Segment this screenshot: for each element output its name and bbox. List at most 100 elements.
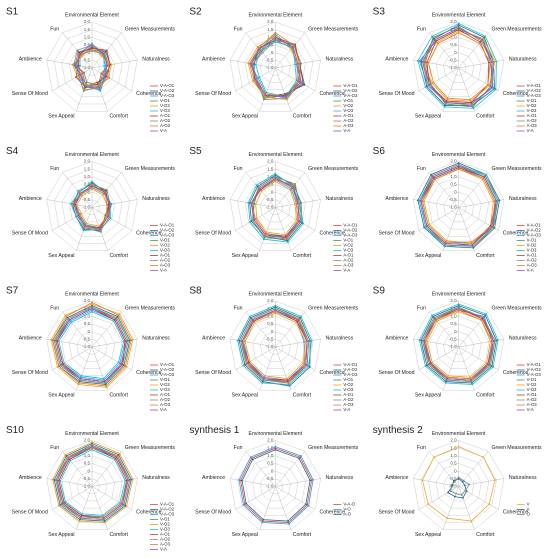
legend-label: A-O1 — [160, 392, 171, 397]
legend-label: V-A-O1 — [343, 83, 358, 88]
point — [302, 83, 305, 85]
point — [257, 186, 260, 189]
spoke — [91, 199, 138, 208]
legend-label: A-O2 — [160, 397, 171, 402]
point — [457, 24, 460, 26]
point — [444, 104, 446, 107]
chart-title: S1 — [6, 7, 19, 18]
point — [261, 380, 264, 383]
axis-label: Environmental Element — [65, 431, 119, 437]
point — [470, 241, 473, 243]
point — [77, 382, 80, 384]
point — [309, 339, 311, 342]
axis-label: Naturalness — [509, 57, 537, 63]
point — [300, 202, 302, 204]
point — [489, 61, 492, 64]
point — [274, 180, 277, 183]
axis-label: Coherence — [136, 230, 161, 236]
axis-label: Naturalness — [326, 336, 354, 342]
point — [285, 377, 288, 380]
point — [241, 340, 244, 343]
axis-label: Sex Appeal — [48, 113, 74, 119]
axis-label: Fun — [417, 26, 426, 32]
series-line — [55, 308, 128, 383]
point — [285, 98, 288, 101]
point — [457, 28, 460, 31]
point — [446, 97, 449, 100]
r-tick-label: 1.0 — [84, 453, 91, 458]
r-tick-label: 0 — [454, 468, 457, 473]
point — [488, 363, 491, 366]
point — [288, 385, 291, 387]
point — [295, 218, 298, 221]
series-line — [421, 30, 496, 102]
series-line — [238, 446, 314, 525]
point — [425, 85, 428, 88]
legend-label: A-O2 — [160, 118, 171, 123]
r-tick-label: 0 — [454, 189, 457, 194]
point — [259, 188, 262, 191]
point — [298, 457, 300, 460]
point — [310, 339, 313, 342]
point — [236, 339, 239, 342]
point — [102, 517, 105, 520]
axis-label: Environmental Element — [432, 152, 486, 158]
point — [121, 503, 124, 506]
legend-label: V-O3 — [343, 108, 353, 113]
point — [81, 72, 84, 75]
legend-label: A-O3 — [527, 123, 538, 128]
r-tick-label: 2.0 — [84, 19, 91, 24]
point — [65, 455, 68, 457]
legend-label: V-O2 — [160, 243, 170, 248]
point — [265, 91, 268, 94]
chart-title: S8 — [189, 286, 202, 297]
point — [418, 60, 421, 62]
series-line — [73, 185, 111, 230]
point — [493, 87, 496, 90]
axis-label: Sex Appeal — [48, 253, 74, 259]
axis-label: Ambience — [385, 336, 408, 342]
grid-ring — [252, 323, 299, 369]
legend-label: V-A — [343, 407, 350, 412]
point — [109, 217, 112, 220]
point — [489, 340, 492, 343]
point — [109, 63, 112, 66]
grid-ring — [229, 300, 321, 391]
r-tick-label: 0 — [87, 189, 90, 194]
legend-label: V-O3 — [160, 108, 170, 113]
axis-label: Green Measurements — [125, 166, 176, 172]
axis-label: Fun — [417, 305, 426, 311]
point — [300, 62, 302, 65]
point — [462, 479, 465, 482]
point — [251, 63, 254, 65]
point — [290, 48, 293, 51]
point — [261, 520, 264, 522]
point — [423, 200, 425, 203]
series-line — [56, 446, 129, 519]
r-tick-label: 1.5 — [267, 27, 274, 32]
point — [482, 316, 485, 319]
grid-ring — [267, 339, 284, 355]
legend-label: V-A — [343, 268, 350, 273]
series-line — [421, 27, 493, 105]
legend-label: V-A-O2 — [343, 228, 358, 233]
r-tick-label: 0.5 — [450, 321, 457, 326]
spoke — [275, 32, 306, 69]
point — [68, 319, 71, 321]
point — [85, 82, 88, 85]
point — [91, 445, 93, 448]
legend-label: V-A-O3 — [343, 93, 358, 98]
r-tick-label: 1.0 — [84, 35, 91, 40]
point — [294, 183, 296, 185]
point — [285, 238, 288, 241]
point — [127, 479, 130, 482]
point — [261, 382, 264, 384]
point — [490, 365, 493, 368]
point — [286, 379, 289, 382]
point — [85, 81, 88, 84]
point — [444, 382, 447, 384]
point — [284, 95, 287, 98]
legend-label: A-O3 — [160, 542, 171, 547]
point — [125, 505, 128, 508]
